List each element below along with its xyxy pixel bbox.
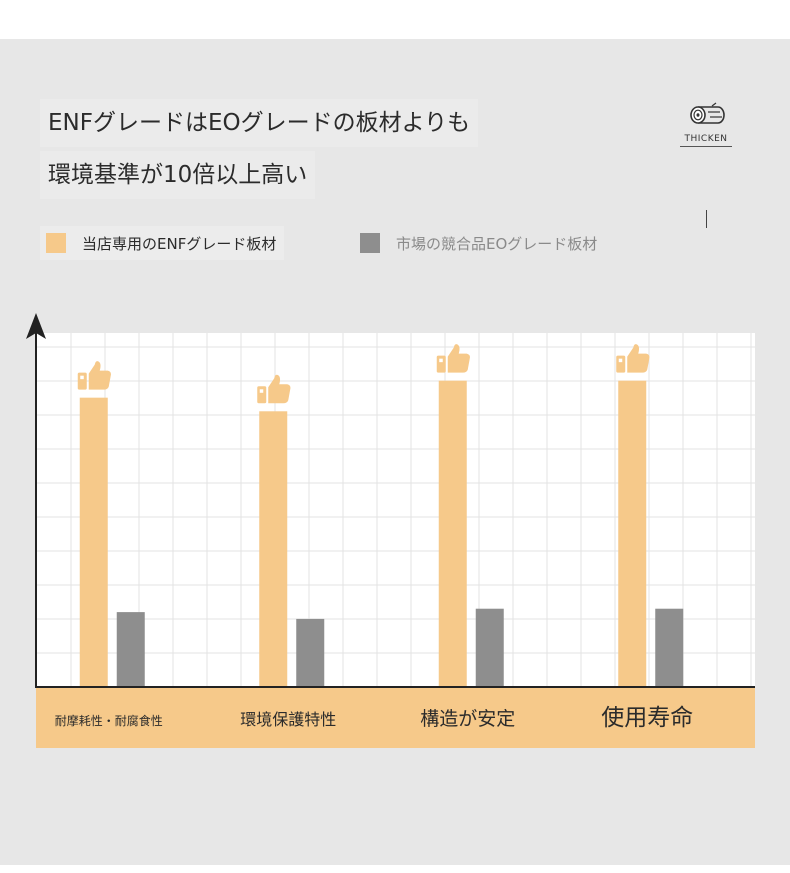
bar-eo <box>116 612 145 687</box>
thumbs-up-icon <box>616 344 650 373</box>
category-band <box>36 688 755 748</box>
thumbs-up-icon <box>77 361 111 390</box>
bar-eo <box>296 618 325 687</box>
thumbs-up-icon <box>257 374 291 404</box>
legend-label-enf: 当店専用のENFグレード板材 <box>82 234 277 253</box>
category-label: 耐摩耗性・耐腐食性 <box>55 713 163 728</box>
category-label: 環境保護特性 <box>240 710 336 729</box>
divider-line <box>706 210 707 228</box>
bar-eo <box>655 608 684 687</box>
wood-log-icon <box>690 102 725 124</box>
brand-label: THICKEN <box>680 134 732 147</box>
bar-enf <box>259 411 288 687</box>
category-label: 構造が安定 <box>420 708 515 730</box>
bar-enf <box>618 380 647 687</box>
bar-eo <box>475 608 504 687</box>
y-axis-arrow <box>26 313 46 339</box>
brand-logo: THICKEN <box>680 102 732 147</box>
bar-enf <box>79 397 108 687</box>
legend-item-eo: 市場の競合品EOグレード板材 <box>356 226 603 260</box>
legend-label-eo: 市場の競合品EOグレード板材 <box>396 234 598 253</box>
bar-enf <box>438 380 467 687</box>
legend-item-enf: 当店専用のENFグレード板材 <box>40 226 285 260</box>
chart-title-line-2: 環境基準が10倍以上高い <box>40 151 316 199</box>
category-label: 使用寿命 <box>601 705 693 731</box>
chart-title-line-1: ENFグレードはEOグレードの板材よりも <box>40 99 479 147</box>
legend-swatch-eo <box>360 233 380 253</box>
thumbs-up-icon <box>436 344 470 373</box>
legend-swatch-enf <box>46 233 66 253</box>
